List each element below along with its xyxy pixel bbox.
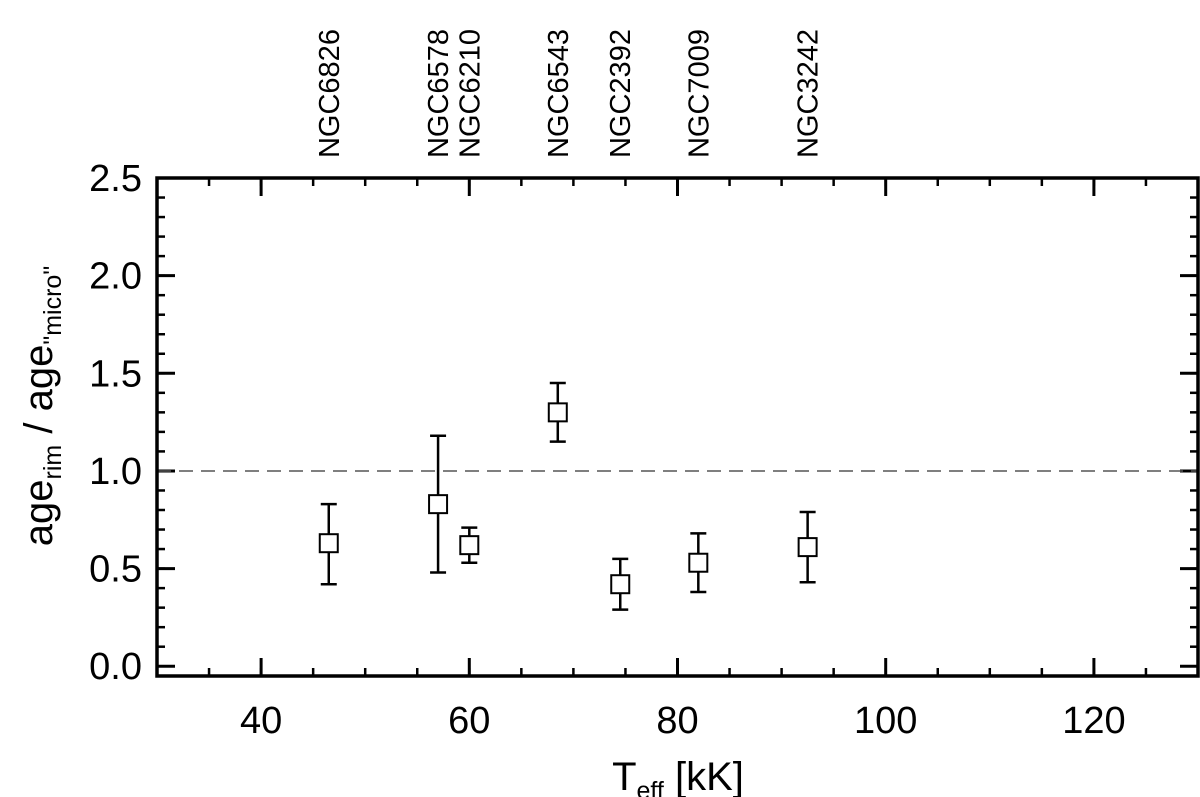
x-tick-label: 80 xyxy=(656,700,698,742)
data-point-ngc6543 xyxy=(547,381,568,443)
data-points xyxy=(318,381,818,611)
y-tick-label: 2.0 xyxy=(89,256,142,298)
object-label: NGC6210 xyxy=(454,29,486,158)
y-axis-title-part1: age xyxy=(17,479,61,546)
square-marker xyxy=(318,533,339,554)
y-axis-title-sub1: rim xyxy=(39,445,67,480)
major-ticks xyxy=(157,176,1198,676)
y-axis-title-sub2: "micro" xyxy=(39,266,67,345)
x-axis-title-unit: [kK] xyxy=(664,755,744,797)
y-tick-label: 2.5 xyxy=(89,158,142,200)
y-tick-label: 1.5 xyxy=(89,353,142,395)
plot-frame xyxy=(155,176,1200,678)
minor-ticks xyxy=(157,178,1198,676)
x-axis-title-main: T xyxy=(612,755,636,797)
y-axis-title: agerim / age"micro" xyxy=(17,266,67,546)
data-point-ngc2392 xyxy=(610,557,631,611)
square-marker xyxy=(688,552,709,573)
data-point-ngc6578 xyxy=(428,434,449,574)
x-axis-title-sub: eff xyxy=(637,777,664,797)
y-tick-label: 0.0 xyxy=(89,646,142,688)
x-tick-label: 120 xyxy=(1062,700,1125,742)
data-point-ngc6826 xyxy=(318,502,339,586)
x-tick-label: 100 xyxy=(854,700,917,742)
data-point-ngc7009 xyxy=(688,532,709,594)
object-label: NGC7009 xyxy=(683,29,715,158)
y-tick-label: 1.0 xyxy=(89,451,142,493)
data-point-ngc3242 xyxy=(797,510,818,584)
square-marker xyxy=(797,537,818,558)
x-tick-label: 60 xyxy=(448,700,490,742)
square-marker xyxy=(428,494,449,515)
square-marker xyxy=(459,535,480,556)
y-axis-title-part2: / age xyxy=(17,345,61,445)
y-tick-label: 0.5 xyxy=(89,549,142,591)
object-label: NGC6543 xyxy=(543,29,575,158)
object-labels: NGC6826 NGC6578 NGC6210 NGC6543 NGC2392 NGC70… xyxy=(314,29,825,158)
object-label: NGC2392 xyxy=(605,29,637,158)
tick-labels: 40 60 80 100 120 0.0 0.5 1.0 1.5 2.0 2.5 xyxy=(89,158,1125,742)
object-label: NGC6826 xyxy=(314,29,346,158)
object-label: NGC3242 xyxy=(793,29,825,158)
square-marker xyxy=(547,402,568,423)
data-point-ngc6210 xyxy=(459,526,480,564)
x-tick-label: 40 xyxy=(240,700,282,742)
x-axis-title: Teff [kK] xyxy=(612,755,744,797)
square-marker xyxy=(610,574,631,595)
object-label: NGC6578 xyxy=(423,29,455,158)
